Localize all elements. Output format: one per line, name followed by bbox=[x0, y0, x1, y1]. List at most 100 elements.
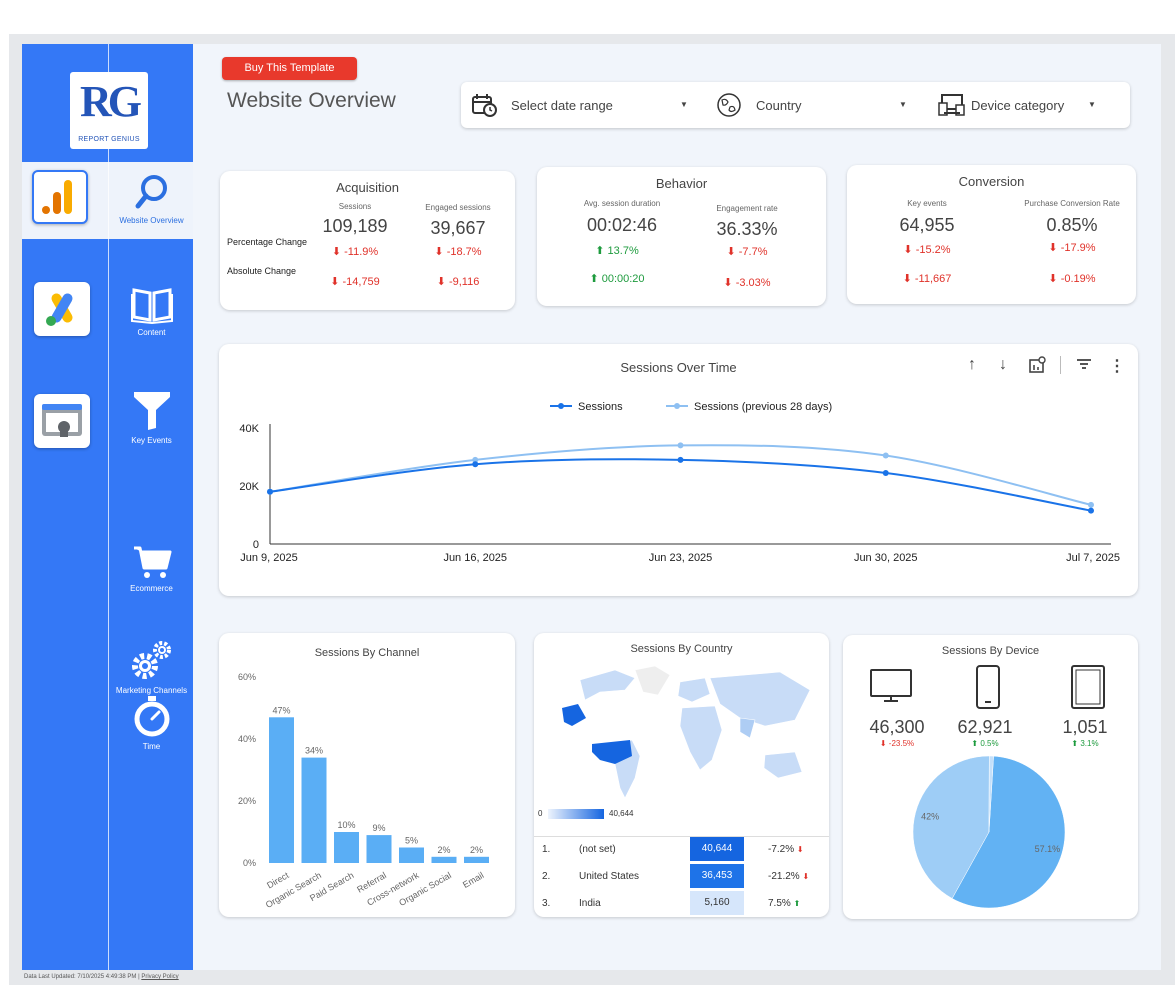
row-country-name: India bbox=[579, 898, 601, 909]
chevron-down-icon[interactable]: ▼ bbox=[1088, 100, 1096, 109]
arrow-down-icon: ⬇ bbox=[902, 273, 912, 285]
stopwatch-icon bbox=[134, 696, 169, 737]
funnel-icon bbox=[133, 392, 170, 430]
bar-value-label: 9% bbox=[372, 823, 385, 833]
nav-time[interactable]: Time bbox=[110, 694, 193, 751]
delta-value: -15.2% bbox=[915, 244, 951, 256]
engagement-abs-change: ⬇ -3.03% bbox=[707, 276, 787, 289]
nav-label: Key Events bbox=[131, 436, 172, 445]
row-change: -7.2% ⬇ bbox=[768, 844, 804, 855]
bar bbox=[334, 832, 359, 863]
page-title: Website Overview bbox=[227, 89, 396, 112]
delta-value: -3.03% bbox=[735, 277, 771, 289]
scale-min-label: 0 bbox=[538, 809, 543, 818]
arrow-down-icon: ⬇ bbox=[1048, 242, 1058, 254]
engagement-rate-label: Engagement rate bbox=[716, 204, 778, 213]
avg-session-duration-label: Avg. session duration bbox=[583, 199, 661, 208]
chevron-down-icon[interactable]: ▼ bbox=[680, 100, 688, 109]
buy-template-button[interactable]: Buy This Template bbox=[222, 57, 357, 80]
explore-chart-icon[interactable] bbox=[1028, 356, 1046, 379]
delta-value: 00:00:20 bbox=[601, 273, 645, 285]
sessions-abs-change: ⬇ -14,759 bbox=[315, 275, 395, 288]
arrow-down-icon: ⬇ bbox=[802, 872, 810, 881]
google-analytics-icon[interactable] bbox=[32, 170, 88, 224]
sessions-over-time-card: Sessions Over Time bbox=[219, 344, 1138, 596]
map-region-asia bbox=[709, 671, 811, 727]
sessions-pct-change: ⬇ -11.9% bbox=[315, 245, 395, 258]
y-tick-label: 40% bbox=[238, 734, 256, 744]
row-change: -21.2% ⬇ bbox=[768, 871, 810, 882]
device-value: 62,921 bbox=[957, 717, 1013, 737]
delta-value: -14,759 bbox=[342, 276, 380, 288]
map-region-greenland bbox=[634, 665, 671, 696]
x-tick-label: Jun 9, 2025 bbox=[240, 552, 298, 564]
conversion-rate-abs-change: ⬇ -0.19% bbox=[1032, 272, 1112, 285]
sessions-line-chart: 0 20K 40K Jun 9, 2025 Jun 16, 2025 Jun 23, 20… bbox=[239, 401, 1120, 564]
x-tick-label: Jun 23, 2025 bbox=[649, 552, 713, 564]
device-change: ⬆ 0.5% bbox=[971, 739, 999, 748]
map-region-africa bbox=[679, 705, 723, 771]
y-tick-label: 40K bbox=[239, 423, 259, 435]
more-vert-icon[interactable]: ⋮ bbox=[1109, 358, 1125, 375]
nav-ecommerce[interactable]: Ecommerce bbox=[110, 544, 193, 593]
legend-marker bbox=[674, 403, 680, 409]
date-range-label: Select date range bbox=[511, 97, 613, 113]
country-label: Country bbox=[756, 97, 802, 113]
nav-label: Ecommerce bbox=[130, 584, 173, 593]
delta-value: 13.7% bbox=[607, 245, 639, 257]
arrow-down-icon: ⬇ bbox=[434, 246, 444, 258]
y-tick-label: 0% bbox=[243, 858, 256, 868]
nav-content[interactable]: Content bbox=[110, 284, 193, 337]
search-console-icon[interactable] bbox=[34, 394, 90, 448]
globe-icon bbox=[717, 93, 741, 117]
table-divider bbox=[534, 836, 829, 837]
nav-website-overview[interactable]: Website Overview bbox=[110, 172, 193, 225]
map-region-alaska bbox=[562, 704, 586, 726]
date-range-filter[interactable]: Select date range bbox=[471, 82, 691, 128]
y-tick-label: 20% bbox=[238, 796, 256, 806]
y-tick-label: 0 bbox=[253, 539, 259, 551]
arrow-down-icon: ⬇ bbox=[331, 246, 342, 258]
google-ads-icon[interactable] bbox=[34, 282, 90, 336]
pie-slice bbox=[912, 755, 990, 899]
gears-icon bbox=[131, 641, 171, 679]
row-country-name: (not set) bbox=[579, 844, 616, 855]
map-region-australia bbox=[763, 751, 803, 779]
bar-value-label: 2% bbox=[437, 845, 450, 855]
row-sessions-value: 40,644 bbox=[690, 837, 744, 861]
pie-slice-label: 57.1% bbox=[1035, 844, 1061, 854]
scorecard-title: Conversion bbox=[958, 174, 1025, 189]
data-point bbox=[677, 442, 684, 449]
device-change: ⬇ -23.5% bbox=[879, 739, 915, 748]
map-region-canada bbox=[579, 669, 636, 701]
sort-ascending-icon[interactable]: ↑ bbox=[968, 356, 976, 373]
privacy-policy-link[interactable]: Privacy Policy bbox=[141, 974, 179, 980]
filter-icon[interactable] bbox=[1075, 356, 1093, 377]
country-filter[interactable]: Country bbox=[716, 82, 916, 128]
row-rank: 3. bbox=[542, 898, 551, 909]
chevron-down-icon[interactable]: ▼ bbox=[899, 100, 907, 109]
series-line-previous bbox=[269, 444, 1092, 506]
legend-marker bbox=[558, 403, 564, 409]
key-events-abs-change: ⬇ -11,667 bbox=[887, 272, 967, 285]
nav-label: Time bbox=[142, 742, 161, 751]
sort-descending-icon[interactable]: ↓ bbox=[999, 356, 1007, 373]
nav-key-events[interactable]: Key Events bbox=[110, 390, 193, 445]
bar-value-label: 10% bbox=[337, 820, 355, 830]
chart-title: Sessions Over Time bbox=[620, 360, 737, 375]
chart-title: Sessions By Country bbox=[630, 643, 733, 655]
duration-abs-change: ⬆ 00:00:20 bbox=[577, 272, 657, 285]
world-map bbox=[562, 665, 811, 799]
book-icon bbox=[130, 288, 173, 324]
tablet-icon bbox=[1071, 665, 1105, 709]
arrow-down-icon: ⬇ bbox=[436, 276, 446, 288]
device-category-filter[interactable]: Device category bbox=[938, 82, 1108, 128]
series-line-sessions bbox=[269, 458, 1092, 512]
delta-value: -11,667 bbox=[914, 273, 952, 285]
pie-slice-label: 42% bbox=[921, 812, 939, 822]
x-tick-label: Jun 30, 2025 bbox=[854, 552, 918, 564]
delta-value: -18.7% bbox=[446, 246, 482, 258]
absolute-change-label: Absolute Change bbox=[227, 266, 297, 276]
nav-marketing-channels[interactable]: Marketing Channels bbox=[110, 638, 193, 695]
logo-subtitle: REPORT GENIUS bbox=[78, 136, 140, 143]
